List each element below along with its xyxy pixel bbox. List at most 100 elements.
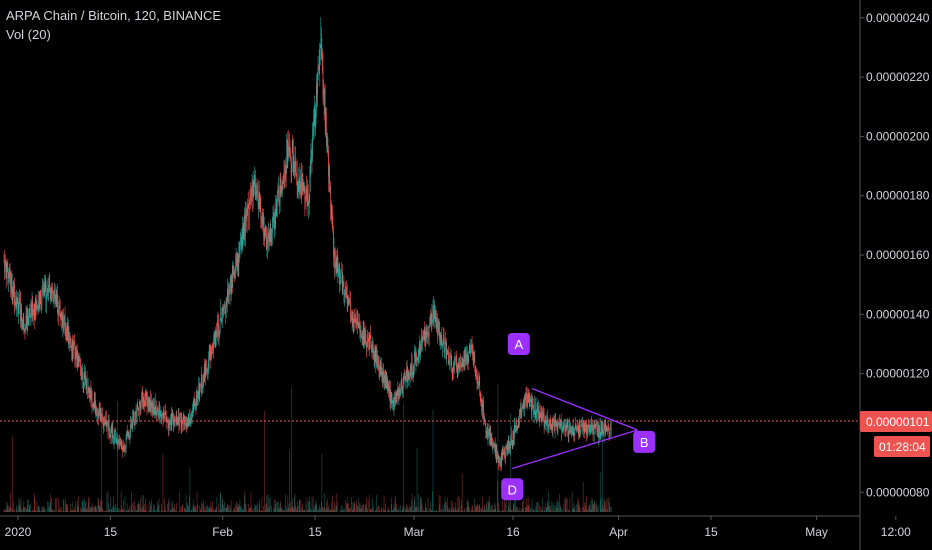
candle-body (47, 288, 49, 293)
candle-body (321, 33, 322, 57)
volume-bar (101, 416, 102, 512)
candle-body (60, 317, 62, 321)
candle-body (219, 330, 220, 335)
volume-bar (43, 509, 45, 512)
volume-bar (540, 506, 542, 512)
candle-body (137, 409, 139, 411)
candle-body (250, 199, 252, 201)
volume-bar (150, 502, 152, 512)
candle-body (71, 348, 72, 351)
volume-bar (293, 507, 294, 512)
volume-bar (87, 507, 88, 512)
volume-bar (509, 502, 511, 512)
volume-bar (73, 509, 74, 512)
volume-bar (548, 491, 549, 512)
candle-body (500, 457, 501, 465)
candle-body (221, 320, 223, 322)
volume-bar (587, 510, 589, 512)
candle-body (14, 304, 16, 306)
candle-body (397, 389, 399, 394)
volume-bar (223, 504, 224, 512)
triangle-pattern[interactable] (512, 387, 638, 470)
candle-body (187, 420, 188, 424)
candle-body (200, 385, 202, 390)
candle-body (521, 407, 523, 410)
volume-bar (414, 500, 415, 512)
volume-bar (330, 510, 331, 512)
candle-body (444, 342, 446, 350)
candle-body (273, 213, 275, 227)
volume-bar (64, 510, 66, 512)
candle-body (563, 423, 564, 425)
candle-body (119, 441, 120, 445)
volume-bar (300, 500, 302, 512)
candle-body (313, 125, 314, 127)
candle-body (443, 334, 444, 343)
marker-d[interactable]: D (501, 478, 524, 501)
pattern-markers[interactable]: A B D (501, 333, 656, 501)
volume-bar (407, 505, 408, 512)
volume-bar (550, 511, 552, 512)
volume-bar (513, 502, 514, 512)
candle-body (277, 189, 279, 193)
volume-bar (273, 508, 274, 512)
volume-bar (172, 500, 174, 512)
volume-bar (345, 500, 346, 512)
candle-body (163, 409, 165, 416)
volume-bar (284, 510, 286, 512)
marker-a[interactable]: A (507, 333, 530, 355)
pattern-trendline[interactable] (531, 387, 638, 431)
volume-bar (341, 510, 343, 512)
volume-bar (59, 505, 61, 512)
volume-bar (303, 510, 305, 512)
candle-body (128, 433, 129, 436)
volume-bar (548, 502, 550, 512)
volume-bar (453, 506, 454, 512)
candle-body (244, 216, 246, 236)
volume-bar (488, 502, 489, 512)
volume-bar (391, 497, 393, 512)
volume-bar (559, 504, 561, 512)
volume-bar (561, 508, 562, 512)
candle-body (179, 417, 180, 427)
candle-body (389, 386, 390, 400)
marker-b[interactable]: B (633, 430, 656, 453)
volume-bar (23, 500, 25, 512)
candle-body (437, 318, 438, 335)
volume-bar (557, 499, 558, 512)
volume-bar (137, 500, 139, 512)
volume-bar (62, 511, 64, 512)
candle-body (467, 361, 469, 362)
candle-body (575, 423, 576, 429)
volume-bar (250, 508, 251, 512)
candle-body (565, 424, 566, 432)
time-axis[interactable]: 2020 15 Feb 15 Mar 16 Apr 15 May 12:00 (5, 516, 911, 539)
candle-body (109, 435, 111, 437)
candle-body (571, 430, 572, 433)
candle-body (174, 417, 175, 424)
volume-bar (279, 503, 281, 512)
candle-body (10, 278, 12, 287)
volume-bar (9, 508, 11, 512)
candle-body (494, 445, 495, 447)
current-price-text: 0.00000101 (866, 415, 930, 429)
candle-body (257, 192, 259, 207)
candle-body (278, 188, 280, 205)
price-axis[interactable]: 0.000002400.000002200.000002000.00000180… (860, 11, 930, 499)
volume-bar (36, 501, 38, 512)
candle-body (68, 327, 69, 339)
volume-bar (320, 507, 322, 512)
candle-body (162, 413, 164, 422)
candle-body (454, 358, 456, 365)
volume-bar (466, 501, 468, 512)
volume-bar (331, 501, 333, 512)
volume-bar (467, 506, 469, 512)
candle-body (231, 276, 232, 294)
volume-bar (76, 511, 77, 512)
marker-label: A (514, 337, 523, 352)
pattern-trendline[interactable] (512, 429, 638, 470)
candle-body (17, 299, 19, 314)
candle-body (377, 357, 378, 368)
candle-body (31, 304, 32, 316)
